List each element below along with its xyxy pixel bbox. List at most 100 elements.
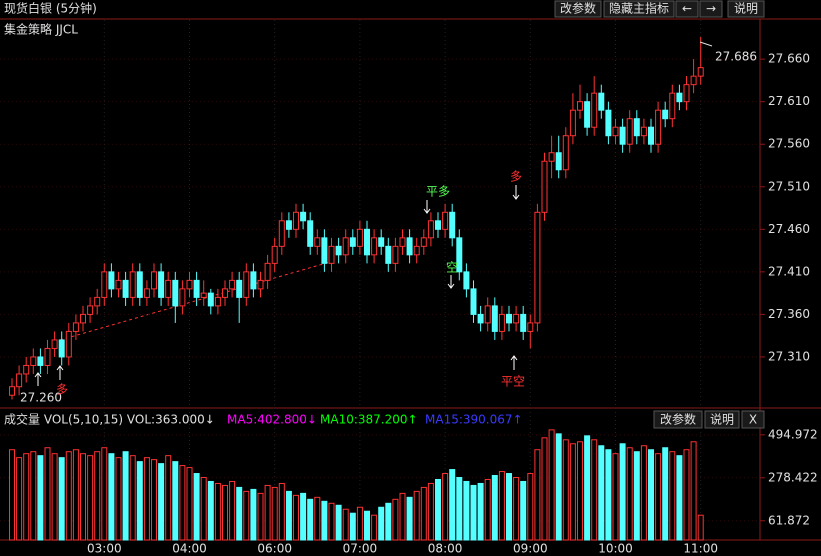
candle-body	[648, 126, 654, 145]
button[interactable]	[727, 0, 765, 18]
volume-bar	[179, 465, 186, 541]
volume-bar	[193, 473, 200, 541]
button[interactable]	[603, 0, 675, 18]
candle-body	[506, 313, 512, 324]
button-label[interactable]: 说明	[734, 1, 758, 16]
button-label[interactable]: 说明	[710, 412, 734, 427]
signal-label: 多	[510, 170, 522, 184]
volume-bar	[172, 461, 179, 541]
candle-body	[470, 288, 477, 315]
button-label[interactable]: →	[706, 2, 716, 16]
button[interactable]	[554, 0, 602, 18]
strategy-label: 集金策略 JJCL	[4, 22, 78, 37]
trend-line	[59, 261, 331, 341]
volume-bar	[640, 445, 647, 541]
candle-body	[612, 126, 619, 137]
volume-bar	[591, 439, 598, 541]
volume-bar	[477, 482, 484, 541]
signal-arrowhead	[510, 355, 518, 361]
y-tick-label: 27.510	[768, 179, 810, 193]
candle-body	[293, 211, 299, 230]
volume-bar	[44, 447, 51, 541]
candle-body	[392, 245, 399, 264]
volume-bar	[662, 447, 669, 541]
candle-body	[236, 279, 243, 298]
signal-arrowhead	[512, 194, 520, 200]
volume-bar	[94, 451, 101, 541]
volume-bar	[534, 449, 541, 541]
candle-body	[101, 271, 108, 298]
candle-body	[605, 109, 612, 137]
signal-arrowhead	[34, 372, 42, 378]
candle-body	[285, 220, 292, 230]
signal-arrowhead	[447, 283, 455, 289]
volume-bar	[165, 455, 172, 541]
y-tick-label: 27.460	[768, 222, 810, 236]
button[interactable]	[699, 0, 723, 18]
button-label[interactable]: X	[749, 413, 757, 427]
volume-bar	[136, 461, 143, 541]
volume-bar	[80, 453, 86, 541]
button[interactable]	[704, 410, 740, 429]
candle-body	[72, 322, 79, 332]
candle-body	[378, 237, 385, 247]
candle-body	[335, 245, 342, 256]
candle-body	[427, 220, 434, 239]
volume-bar	[364, 510, 370, 541]
button[interactable]	[741, 410, 765, 429]
candle-body	[548, 152, 555, 162]
volume-bar	[562, 439, 569, 541]
x-tick-label: 06:00	[257, 542, 292, 556]
volume-bar	[385, 502, 392, 541]
candle-body	[136, 271, 143, 298]
candle-body	[314, 237, 321, 247]
candle-body	[697, 67, 704, 77]
x-tick-label: 04:00	[172, 542, 207, 556]
candle-body	[442, 211, 449, 230]
button-label[interactable]: 改参数	[660, 412, 696, 427]
volume-bar	[548, 429, 555, 541]
button[interactable]	[653, 410, 703, 429]
candle-body	[23, 364, 30, 375]
candle-body	[477, 313, 484, 324]
candle-body	[385, 245, 392, 264]
x-tick-label: 07:00	[343, 542, 378, 556]
y-tick-label: 27.610	[768, 94, 810, 108]
y-tick-label: 27.560	[768, 137, 810, 151]
button-label[interactable]: 改参数	[560, 1, 596, 16]
candle-body	[44, 347, 51, 366]
volume-bar	[406, 496, 413, 541]
volume-bar	[9, 449, 15, 541]
volume-bar	[371, 514, 378, 541]
candle-body	[640, 126, 647, 137]
volume-bar	[520, 480, 527, 541]
candle-body	[356, 228, 363, 247]
candle-body	[456, 237, 463, 273]
candle-body	[165, 279, 172, 298]
volume-bar	[463, 480, 470, 541]
candle-body	[193, 279, 200, 298]
window-title: 现货白银 (5分钟)	[4, 1, 97, 16]
candle-body	[349, 237, 356, 247]
button[interactable]	[675, 0, 699, 18]
volume-bar	[527, 473, 534, 541]
volume-bar	[129, 455, 136, 541]
candle-body	[690, 75, 697, 86]
candle-body	[264, 262, 271, 281]
signal-arrowhead	[423, 208, 431, 214]
volume-bar	[619, 443, 626, 541]
volume-bar	[87, 455, 94, 541]
volume-bar	[498, 471, 505, 541]
volume-bar	[65, 451, 72, 541]
low-price-label: 27.260	[20, 391, 62, 405]
candle-body	[371, 237, 378, 256]
volume-bar	[285, 490, 292, 541]
button-label[interactable]: ←	[682, 2, 692, 16]
candle-body	[491, 305, 498, 332]
candle-body	[328, 245, 335, 264]
candle-body	[683, 84, 690, 103]
volume-bar	[427, 482, 434, 541]
button-label[interactable]: 隐藏主指标	[609, 1, 669, 16]
candle-body	[278, 220, 285, 247]
